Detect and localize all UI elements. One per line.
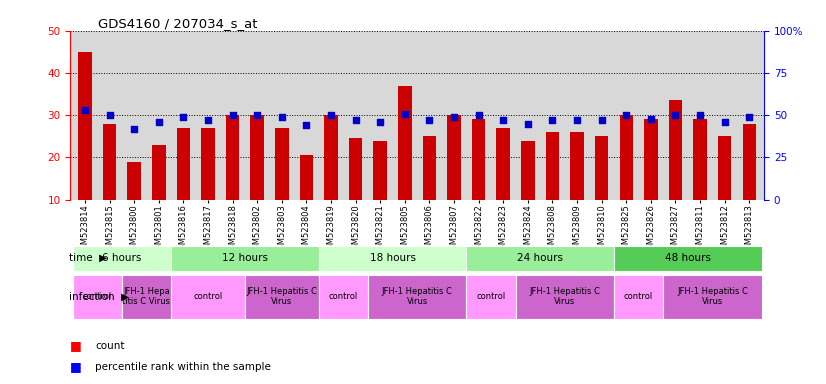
Point (644, 116, 657, 122)
Text: control: control (624, 292, 653, 301)
Point (152, 119, 165, 125)
Bar (718, 136, 732, 200)
Text: control: control (329, 292, 358, 301)
Point (694, 112, 707, 118)
Bar (275, 128, 288, 200)
Bar (300, 156, 313, 200)
Text: ■: ■ (70, 339, 82, 352)
Text: percentile rank within the sample: percentile rank within the sample (95, 362, 271, 372)
Point (571, 117, 584, 123)
Point (620, 112, 633, 118)
Bar (669, 101, 682, 200)
Point (349, 117, 363, 123)
Text: JFH-1 Hepatitis C
Virus: JFH-1 Hepatitis C Virus (529, 287, 601, 306)
Bar (225, 115, 240, 200)
Text: count: count (95, 341, 125, 351)
Bar (423, 136, 436, 200)
Text: control: control (193, 292, 223, 301)
Point (595, 117, 608, 123)
Text: 12 hours: 12 hours (222, 253, 268, 263)
Bar (398, 86, 411, 200)
Bar (472, 119, 486, 200)
Text: 18 hours: 18 hours (369, 253, 415, 263)
Bar (373, 141, 387, 200)
Bar (447, 115, 461, 200)
Text: time  ▶: time ▶ (69, 253, 107, 263)
Point (127, 126, 140, 132)
Text: infection  ▶: infection ▶ (69, 291, 129, 302)
Text: JFH-1 Hepatitis C
Virus: JFH-1 Hepatitis C Virus (382, 287, 453, 306)
Bar (743, 124, 756, 200)
Point (521, 121, 534, 127)
Text: JFH-1 Hepatitis C
Virus: JFH-1 Hepatitis C Virus (677, 287, 748, 306)
Bar (349, 139, 363, 200)
Bar (250, 115, 264, 200)
Point (177, 114, 190, 120)
Text: 6 hours: 6 hours (102, 253, 141, 263)
Bar (595, 136, 609, 200)
Bar (325, 115, 338, 200)
Bar (202, 128, 215, 200)
Text: 48 hours: 48 hours (665, 253, 711, 263)
Point (496, 117, 510, 123)
Point (275, 114, 288, 120)
Bar (102, 124, 116, 200)
Point (743, 114, 756, 120)
Text: JFH-1 Hepatitis C
Virus: JFH-1 Hepatitis C Virus (246, 287, 317, 306)
Point (325, 112, 338, 118)
Bar (620, 115, 633, 200)
Point (300, 122, 313, 128)
Bar (693, 119, 707, 200)
Point (398, 111, 411, 117)
Text: GDS4160 / 207034_s_at: GDS4160 / 207034_s_at (98, 17, 258, 30)
Bar (496, 128, 510, 200)
Point (669, 112, 682, 118)
Bar (78, 52, 92, 200)
Point (226, 112, 240, 118)
Bar (152, 145, 165, 200)
Text: ■: ■ (70, 360, 82, 373)
Bar (521, 141, 534, 200)
Point (103, 112, 116, 118)
Bar (127, 162, 141, 200)
Text: control: control (477, 292, 506, 301)
Text: JFH-1 Hepa
titis C Virus: JFH-1 Hepa titis C Virus (122, 287, 170, 306)
Bar (570, 132, 584, 200)
Point (546, 117, 559, 123)
Point (423, 117, 436, 123)
Point (373, 119, 387, 125)
Point (250, 112, 263, 118)
Point (202, 117, 215, 123)
Bar (644, 119, 657, 200)
Point (718, 119, 731, 125)
Point (448, 114, 461, 120)
Bar (177, 128, 190, 200)
Point (78, 107, 92, 113)
Text: 24 hours: 24 hours (517, 253, 563, 263)
Bar (546, 132, 559, 200)
Text: control: control (83, 292, 112, 301)
Point (472, 112, 485, 118)
